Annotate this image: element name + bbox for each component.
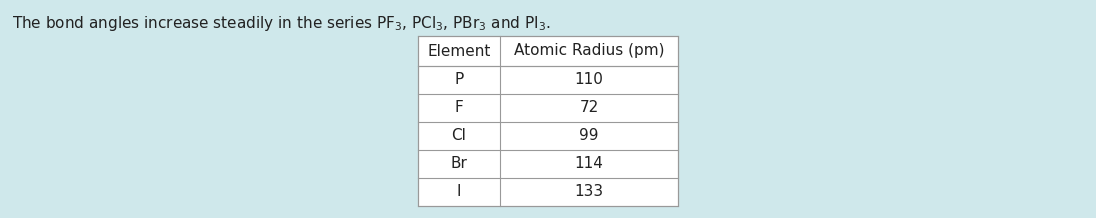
Text: Br: Br (450, 157, 467, 172)
Text: The bond angles increase steadily in the series $\mathrm{PF_3}$, $\mathrm{PCl_3}: The bond angles increase steadily in the… (12, 14, 550, 33)
Text: Cl: Cl (452, 128, 467, 143)
Text: 114: 114 (574, 157, 604, 172)
Text: P: P (455, 73, 464, 87)
Text: Atomic Radius (pm): Atomic Radius (pm) (514, 44, 664, 58)
Text: 110: 110 (574, 73, 604, 87)
Text: F: F (455, 100, 464, 116)
Text: Element: Element (427, 44, 491, 58)
Text: 133: 133 (574, 184, 604, 199)
Text: I: I (457, 184, 461, 199)
Text: 99: 99 (580, 128, 598, 143)
Text: 72: 72 (580, 100, 598, 116)
Bar (418, 36, 678, 206)
